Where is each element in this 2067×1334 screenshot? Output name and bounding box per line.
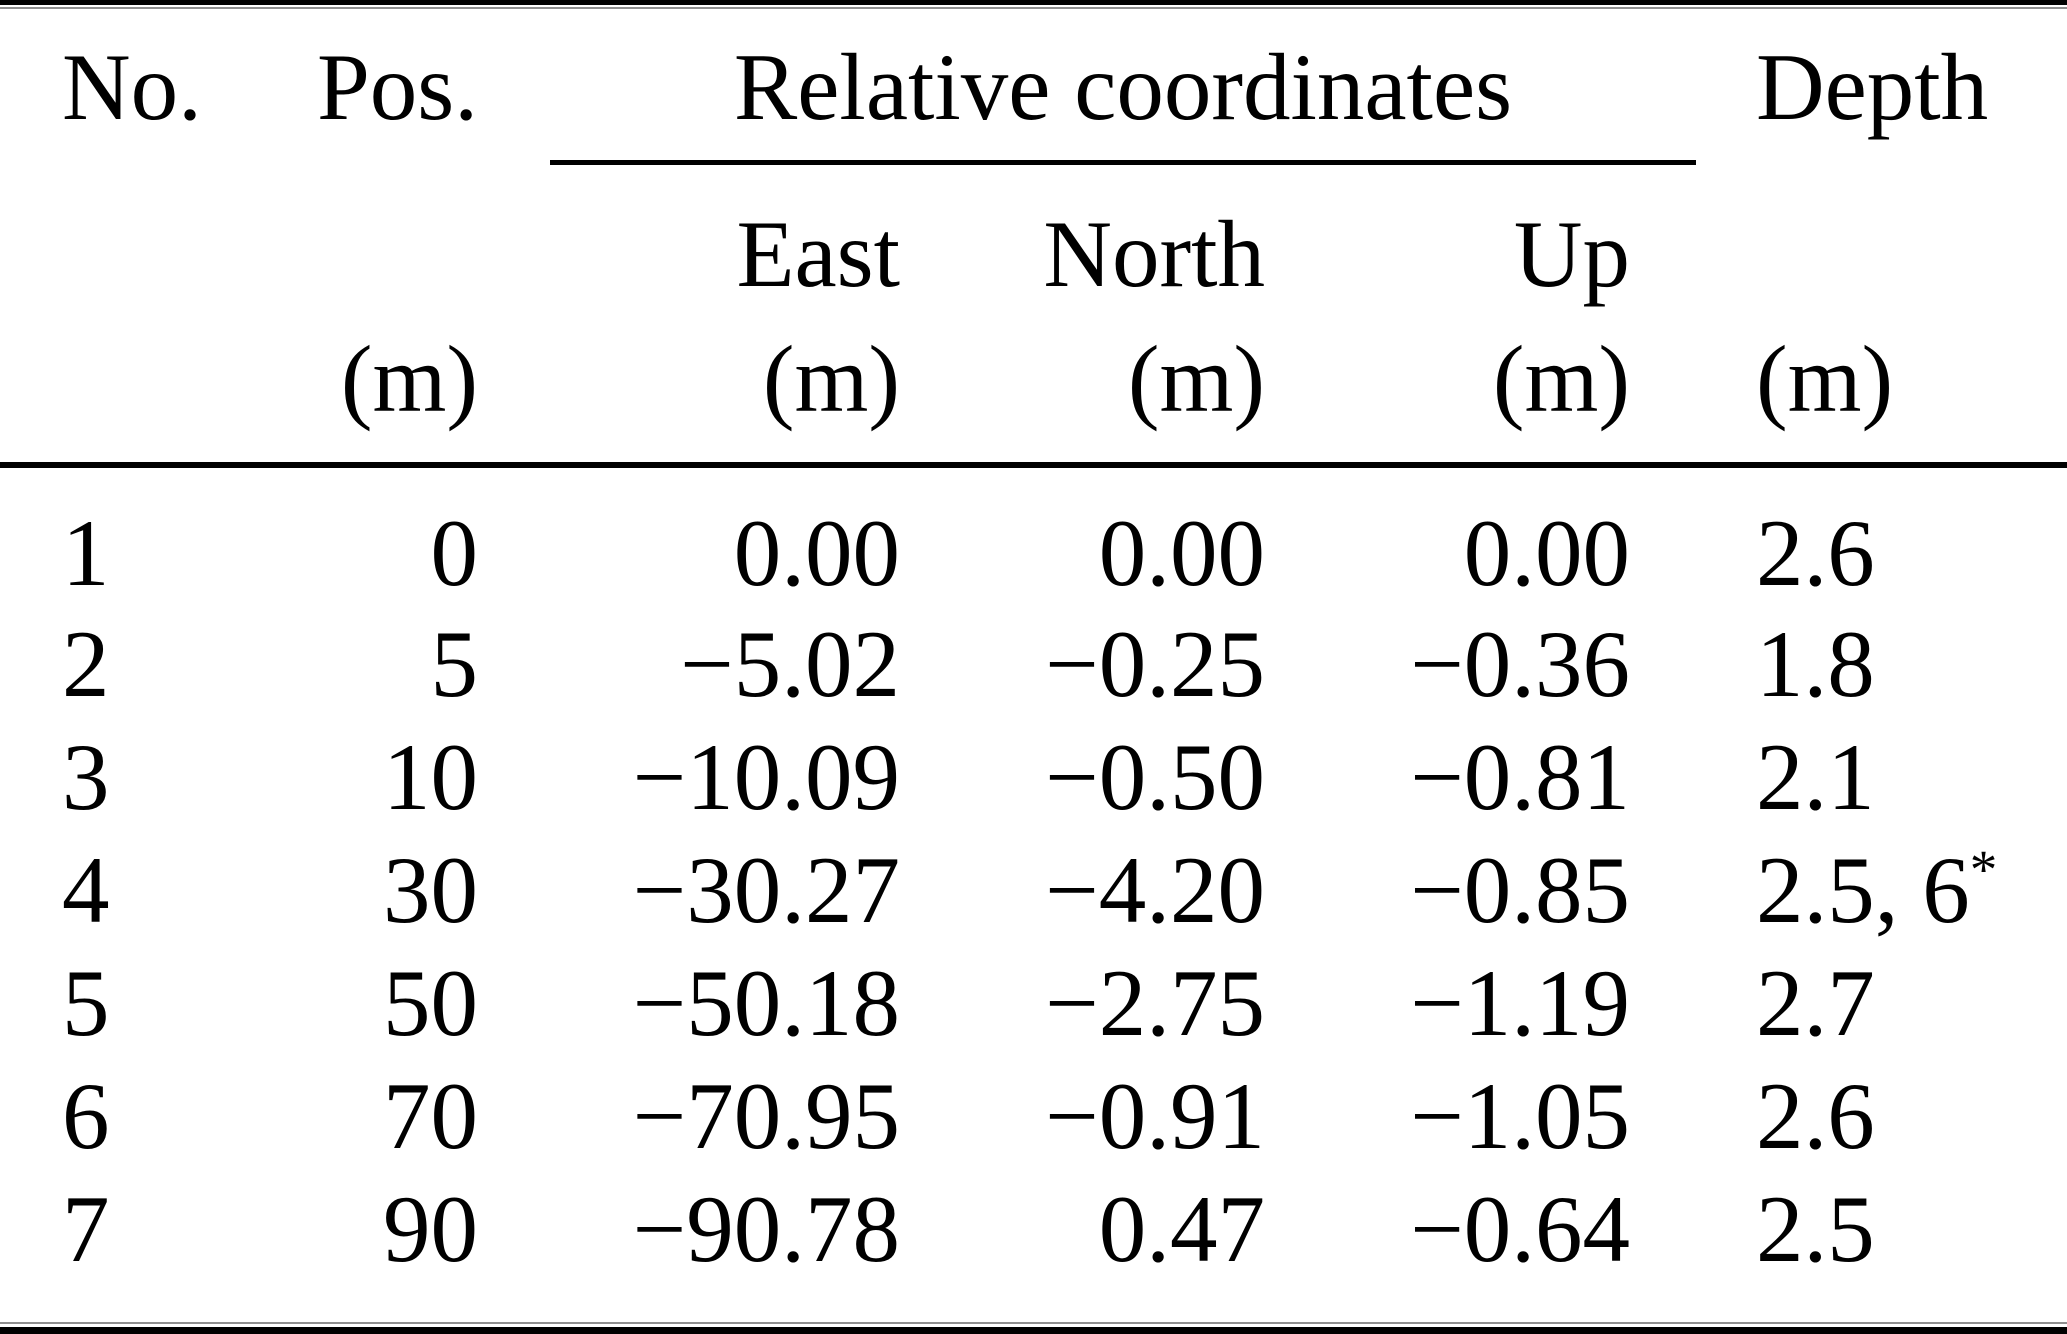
cell-north: 0.47 [1098,1176,1265,1282]
table-row: 6 70 −70.95 −0.91 −1.05 2.6 [0,1060,2067,1173]
column-group-relative-coordinates: Relative coordinates [478,9,1697,165]
cell-no: 1 [62,499,110,606]
bottom-rule-gap [0,1324,2067,1327]
header-row-units: (m) (m) (m) (m) (m) [0,310,2067,468]
cell-pos: 30 [383,837,478,943]
cell-no: 5 [62,950,110,1056]
header-spacer [290,165,478,310]
cell-no: 3 [62,724,110,830]
cell-depth: 2.6 [1696,465,2067,608]
cell-up: −0.64 [1410,1176,1631,1282]
top-rule-gap [0,5,2067,7]
table-row: 3 10 −10.09 −0.50 −0.81 2.1 [0,721,2067,834]
table-row: 4 30 −30.27 −4.20 −0.85 2.5, 6* [0,834,2067,947]
table-row: 7 90 −90.78 0.47 −0.64 2.5 [0,1173,2067,1322]
bottom-rule-thin [0,1322,2067,1324]
cell-east: −50.18 [632,950,900,1056]
table-row: 2 5 −5.02 −0.25 −0.36 1.8 [0,608,2067,721]
header-spacer [0,165,290,310]
top-rule-thin [0,7,2067,9]
unit-label-pos: (m) [290,310,478,468]
depth-value: 2.5 [1756,1176,1875,1282]
depth-value: 2.1 [1756,724,1875,830]
cell-north: −0.50 [1045,724,1265,830]
depth-footnote-marker: * [1969,838,1998,900]
cell-east: −70.95 [632,1063,900,1169]
cell-up: −1.05 [1410,1063,1631,1169]
cell-up: −0.81 [1410,724,1631,830]
cell-depth: 2.7 [1696,947,2067,1060]
unit-label-north: (m) [900,310,1265,468]
cell-no: 4 [62,837,110,943]
unit-label-east: (m) [478,310,900,468]
cell-north: −0.91 [1045,1063,1265,1169]
depth-value: 1.8 [1756,611,1875,717]
cell-east: −30.27 [632,837,900,943]
depth-value: 2.7 [1756,950,1875,1056]
depth-value: 2.6 [1756,499,1875,606]
table-row: 1 0 0.00 0.00 0.00 2.6 [0,465,2067,608]
column-header-pos: Pos. [316,33,478,140]
column-header-no: No. [62,33,202,140]
top-rule-thick [0,0,2067,5]
header-spacer [1696,165,2067,310]
cell-no: 6 [62,1063,110,1169]
cell-pos: 0 [430,499,479,606]
bottom-rule-thick [0,1327,2067,1334]
cell-depth: 2.1 [1696,721,2067,834]
cell-pos: 90 [383,1176,478,1282]
group-underline-rule [550,160,1697,165]
cell-east: 0.00 [733,499,900,606]
table-row: 5 50 −50.18 −2.75 −1.19 2.7 [0,947,2067,1060]
cell-east: −5.02 [680,611,900,717]
cell-pos: 10 [383,724,478,830]
cell-north: −0.25 [1045,611,1265,717]
cell-up: −0.85 [1410,837,1631,943]
depth-value: 2.6 [1756,1063,1875,1169]
cell-depth: 2.5 [1696,1173,2067,1322]
cell-up: −0.36 [1410,611,1631,717]
cell-pos: 5 [430,611,479,717]
column-header-north: North [1043,201,1265,307]
header-row-subcolumns: East North Up [0,165,2067,310]
header-row-main: No. Pos. Relative coordinates Depth [0,9,2067,165]
cell-no: 2 [62,611,110,717]
cell-up: −1.19 [1410,950,1631,1056]
cell-pos: 70 [383,1063,478,1169]
unit-label-up: (m) [1265,310,1697,468]
cell-north: 0.00 [1098,499,1265,606]
cell-up: 0.00 [1463,499,1631,606]
cell-east: −90.78 [632,1176,900,1282]
column-header-depth: Depth [1756,33,1989,140]
cell-depth: 2.6 [1696,1060,2067,1173]
bottom-rule [0,1322,2067,1334]
cell-east: −10.09 [632,724,900,830]
group-header-label: Relative coordinates [733,33,1513,140]
header-spacer [0,310,290,468]
cell-pos: 50 [383,950,478,1056]
cell-depth: 1.8 [1696,608,2067,721]
cell-depth: 2.5, 6* [1696,834,2067,947]
cell-north: −2.75 [1045,950,1265,1056]
cell-north: −4.20 [1045,837,1265,943]
column-header-east: East [736,201,900,307]
column-header-up: Up [1513,201,1631,307]
depth-value: 2.5, 6 [1756,837,1970,943]
cell-no: 7 [62,1176,110,1282]
measurement-table: No. Pos. Relative coordinates Depth East… [0,9,2067,1322]
unit-label-depth: (m) [1696,310,2067,468]
